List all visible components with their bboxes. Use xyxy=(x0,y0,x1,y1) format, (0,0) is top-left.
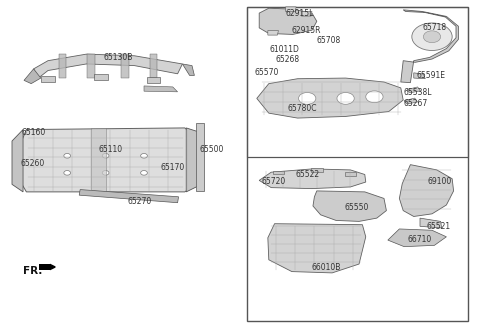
Circle shape xyxy=(423,31,441,43)
Polygon shape xyxy=(121,54,129,78)
Text: 65130B: 65130B xyxy=(103,53,132,62)
Circle shape xyxy=(141,171,147,175)
Text: 62915L: 62915L xyxy=(286,9,314,18)
Text: 65270: 65270 xyxy=(127,197,152,206)
Text: 65591E: 65591E xyxy=(417,71,445,80)
Text: 65110: 65110 xyxy=(98,145,122,154)
Circle shape xyxy=(412,23,452,51)
Polygon shape xyxy=(401,10,458,83)
Polygon shape xyxy=(147,77,160,83)
Text: 65570: 65570 xyxy=(254,68,279,77)
Polygon shape xyxy=(59,54,66,78)
Polygon shape xyxy=(41,76,55,82)
Bar xyxy=(247,7,468,321)
Text: 65708: 65708 xyxy=(317,35,341,45)
Text: 66010B: 66010B xyxy=(311,263,340,272)
Polygon shape xyxy=(388,229,446,247)
Polygon shape xyxy=(407,87,420,93)
Circle shape xyxy=(64,154,71,158)
Polygon shape xyxy=(12,130,23,192)
Polygon shape xyxy=(311,168,323,172)
Bar xyxy=(247,7,468,157)
Polygon shape xyxy=(268,224,366,273)
Polygon shape xyxy=(24,69,41,84)
Polygon shape xyxy=(404,98,418,104)
Polygon shape xyxy=(91,128,106,192)
Text: 65718: 65718 xyxy=(422,23,446,32)
Text: FR.: FR. xyxy=(23,266,42,276)
Polygon shape xyxy=(186,128,202,192)
Bar xyxy=(39,264,50,270)
Circle shape xyxy=(102,171,109,175)
Polygon shape xyxy=(399,165,454,216)
Text: 65160: 65160 xyxy=(22,128,46,137)
Text: 65538L: 65538L xyxy=(403,88,432,97)
Polygon shape xyxy=(273,171,284,174)
Text: 62915R: 62915R xyxy=(292,26,321,35)
Polygon shape xyxy=(196,123,204,191)
Circle shape xyxy=(366,91,383,103)
Polygon shape xyxy=(22,128,194,192)
Polygon shape xyxy=(150,54,157,78)
Polygon shape xyxy=(259,169,366,189)
Polygon shape xyxy=(79,190,179,203)
Polygon shape xyxy=(94,74,108,80)
Text: 65268: 65268 xyxy=(276,54,300,64)
Polygon shape xyxy=(286,7,296,11)
Text: 65780C: 65780C xyxy=(288,104,317,113)
Text: 65500: 65500 xyxy=(199,145,224,154)
Text: 66710: 66710 xyxy=(407,235,432,244)
Polygon shape xyxy=(144,86,178,92)
Circle shape xyxy=(64,171,71,175)
Text: 61011D: 61011D xyxy=(270,45,300,54)
Text: 65522: 65522 xyxy=(296,170,320,179)
Circle shape xyxy=(299,92,316,104)
Circle shape xyxy=(141,154,147,158)
Polygon shape xyxy=(345,172,356,176)
Polygon shape xyxy=(50,264,55,270)
Polygon shape xyxy=(182,64,194,75)
Text: 65521: 65521 xyxy=(426,222,450,231)
Polygon shape xyxy=(87,54,95,78)
Text: 65170: 65170 xyxy=(161,163,185,172)
Text: 65720: 65720 xyxy=(262,176,286,186)
Polygon shape xyxy=(414,73,425,79)
Text: 65267: 65267 xyxy=(403,99,428,108)
Polygon shape xyxy=(257,78,403,118)
Circle shape xyxy=(337,92,354,104)
Text: 65550: 65550 xyxy=(345,203,369,212)
Polygon shape xyxy=(268,31,278,35)
Polygon shape xyxy=(259,8,317,34)
Text: 65260: 65260 xyxy=(20,159,45,169)
Circle shape xyxy=(102,154,109,158)
Polygon shape xyxy=(420,218,442,228)
Polygon shape xyxy=(301,11,312,16)
Polygon shape xyxy=(313,191,386,221)
Polygon shape xyxy=(34,54,182,78)
Text: 69100: 69100 xyxy=(427,176,452,186)
